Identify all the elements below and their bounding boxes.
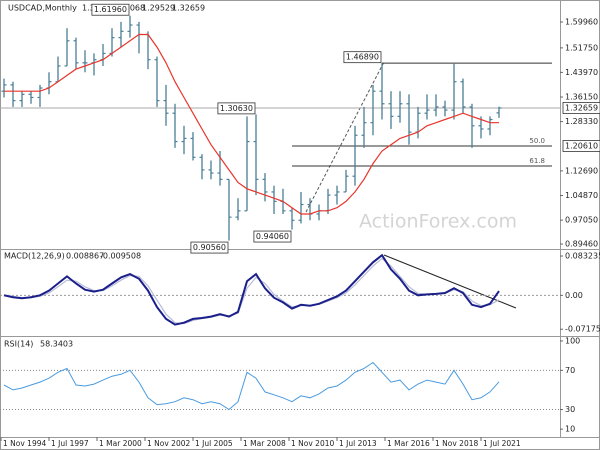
y-tick-label: 1.43970 xyxy=(565,68,598,77)
signal-value: -0.009508 xyxy=(100,252,141,261)
y-tick-label: 1.28330 xyxy=(565,117,598,126)
price-annotation-box xyxy=(217,102,256,115)
x-tick-label: 1 Mar 2008 xyxy=(243,439,286,448)
moving-average xyxy=(4,33,499,215)
y-tick-label: 1.59960 xyxy=(565,18,598,27)
rsi-title: RSI(14) xyxy=(4,340,33,349)
y-tick-label: 1.04870 xyxy=(565,191,598,200)
fib-level: 61.8 xyxy=(529,157,545,165)
close-value: 1.32659 xyxy=(172,4,205,13)
x-tick-label: 1 Nov 2002 xyxy=(147,439,190,448)
price-annotation: 1.61960 xyxy=(94,5,127,14)
trend-line xyxy=(305,61,385,213)
price-annotation-box xyxy=(343,51,382,64)
watermark: ActionForex.com xyxy=(359,211,517,233)
price-annotation: 1.30630 xyxy=(220,104,253,113)
rsi-header: RSI(14) 58.3403 xyxy=(4,340,73,349)
price-annotation: 0.90560 xyxy=(193,243,226,252)
price-annotation: 0.94060 xyxy=(256,232,289,241)
price-annotation-box xyxy=(190,241,229,254)
macd-line xyxy=(3,257,500,325)
y-tick-label: 0.083235 xyxy=(565,252,600,261)
y-tick-label: 1.51750 xyxy=(565,43,598,52)
price-annotation: 1.46890 xyxy=(346,53,379,62)
y-tick-label: 0.00 xyxy=(565,291,583,300)
x-tick-label: 1 Nov 2018 xyxy=(435,439,478,448)
fib-level: 50.0 xyxy=(529,137,545,145)
rsi-line xyxy=(3,361,500,411)
x-tick-label: 1 Jul 2021 xyxy=(483,439,521,448)
macd-header: MACD(12,26,9) 0.008867 -0.009508 xyxy=(4,252,141,261)
last-price-label-box xyxy=(562,102,600,114)
x-tick-label: 1 Mar 2000 xyxy=(99,439,142,448)
macd-line xyxy=(3,253,500,326)
price-annotation-box xyxy=(253,230,292,243)
y-tick-label: 0.97050 xyxy=(565,216,598,225)
x-tick-label: 1 Jul 1997 xyxy=(51,439,89,448)
price-annotation-box xyxy=(91,3,130,16)
chart-title: USDCAD,Monthly xyxy=(8,4,77,13)
rsi-value: 58.3403 xyxy=(40,340,73,349)
x-tick-label: 1 Mar 2016 xyxy=(387,439,430,448)
fib-value-label-box xyxy=(562,140,600,152)
y-tick-label: 1.12690 xyxy=(565,166,598,175)
y-tick-label: 100 xyxy=(565,336,580,345)
y-tick-label: 0.89460 xyxy=(565,240,598,249)
macd-value: 0.008867 xyxy=(66,252,104,261)
y-tick-label: 70 xyxy=(565,366,575,375)
y-tick-label: -0.071752 xyxy=(565,325,600,334)
x-tick-label: 1 Jul 2005 xyxy=(195,439,233,448)
last-price-label: 1.32659 xyxy=(565,103,598,112)
low-value: 1.29529 xyxy=(142,4,175,13)
x-tick-label: 1 Jul 2013 xyxy=(339,439,377,448)
y-tick-label: 1.36150 xyxy=(565,93,598,102)
y-tick-label: 10 xyxy=(565,425,575,434)
y-tick-label: 30 xyxy=(565,405,575,414)
x-tick-label: 1 Nov 2010 xyxy=(291,439,334,448)
macd-title: MACD(12,26,9) xyxy=(4,252,65,261)
x-tick-label: 1 Nov 1994 xyxy=(3,439,46,448)
fib-value-label: 1.20610 xyxy=(565,141,598,150)
